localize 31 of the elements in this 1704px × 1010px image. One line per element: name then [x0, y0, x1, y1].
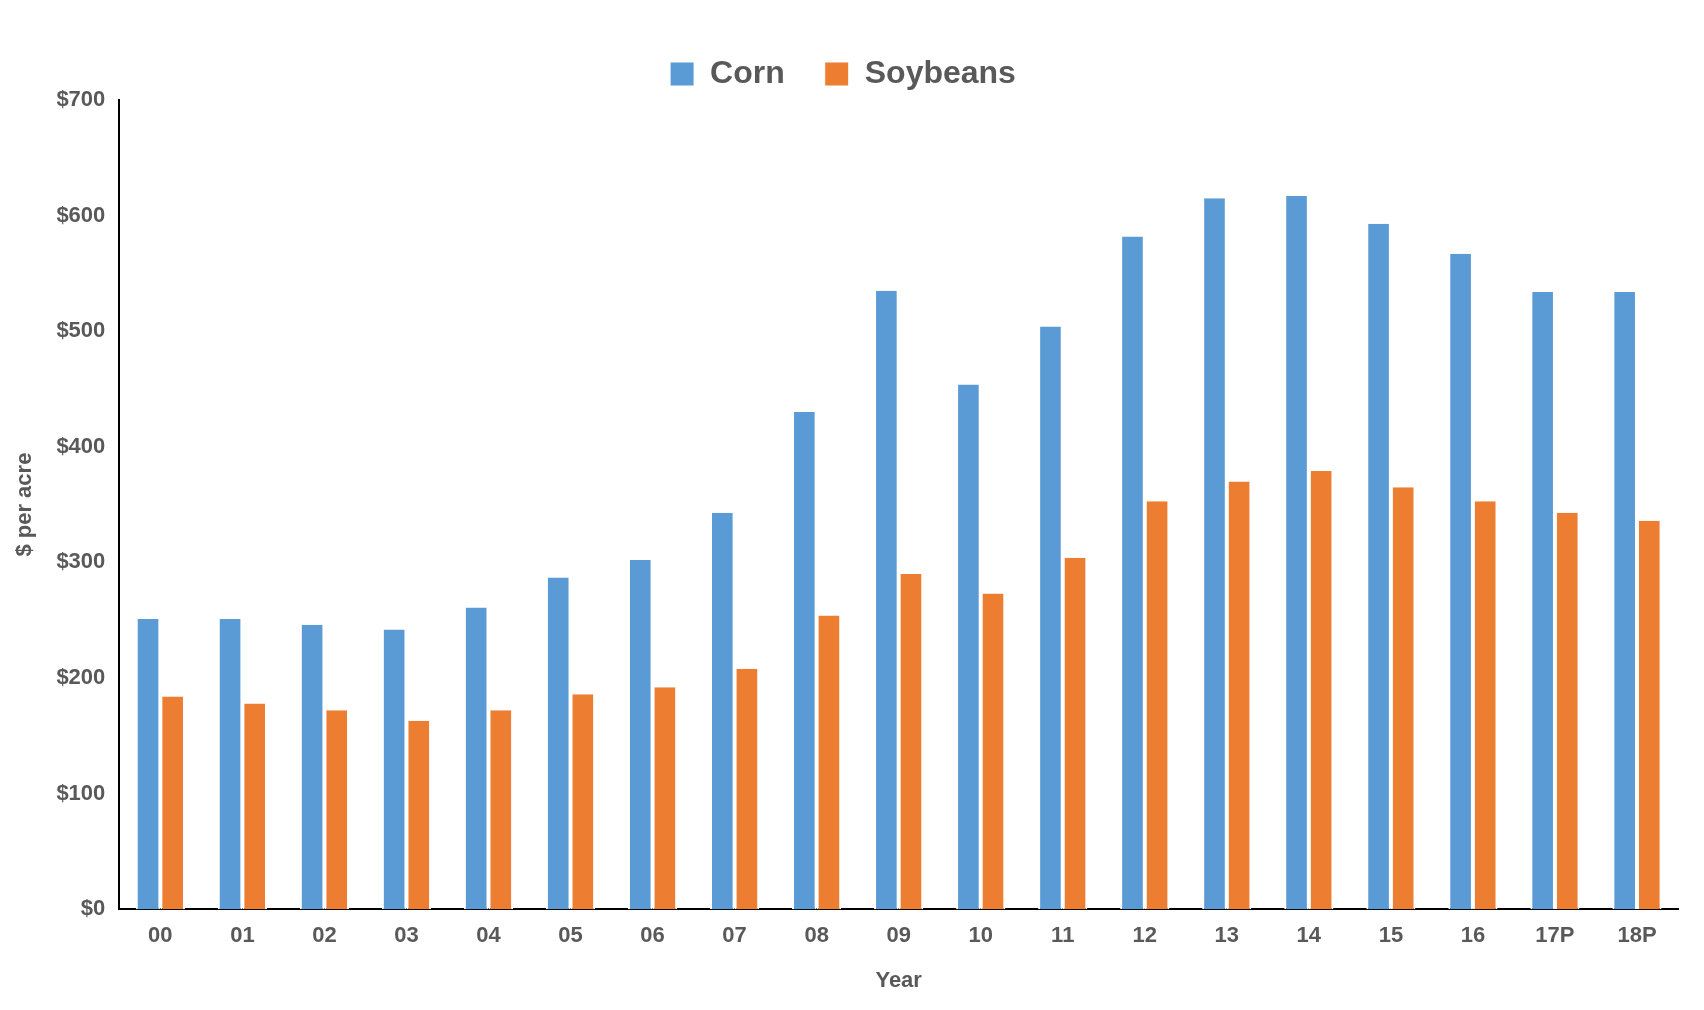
- x-tick-label: 10: [968, 922, 993, 948]
- legend-label: Soybeans: [864, 53, 1016, 90]
- y-tick-label: $0: [80, 895, 106, 921]
- x-tick-label: 05: [558, 922, 583, 948]
- x-tick-label: 17P: [1535, 922, 1575, 948]
- x-tick-label: 04: [476, 922, 502, 948]
- x-tick-label: 14: [1296, 922, 1322, 948]
- x-tick-label: 18P: [1617, 922, 1657, 948]
- y-tick-label: $500: [56, 317, 106, 343]
- y-tick-label: $100: [56, 779, 106, 805]
- x-tick-label: 13: [1214, 922, 1240, 948]
- y-tick-label: $600: [56, 201, 106, 227]
- x-tick-label: 15: [1378, 922, 1404, 948]
- x-tick-label: 06: [640, 922, 665, 948]
- y-tick-label: $200: [56, 664, 106, 690]
- x-tick-label: 12: [1132, 922, 1158, 948]
- x-tick-label: 08: [804, 922, 829, 948]
- x-tick-label: 00: [148, 922, 173, 948]
- x-tick-label: 01: [230, 922, 255, 948]
- x-tick-label: 07: [722, 922, 747, 948]
- x-tick-label: 16: [1460, 922, 1486, 948]
- y-tick-label: $300: [56, 548, 106, 574]
- x-tick-label: 09: [886, 922, 911, 948]
- x-tick-label: 11: [1051, 922, 1075, 948]
- x-tick-label: 02: [312, 922, 337, 948]
- x-tick-label: 03: [394, 922, 419, 948]
- y-tick-label: $700: [56, 86, 106, 112]
- y-axis-title: $ per acre: [11, 452, 37, 557]
- legend-label: Corn: [710, 53, 785, 90]
- x-axis-title: Year: [875, 966, 923, 992]
- y-tick-label: $400: [56, 432, 106, 458]
